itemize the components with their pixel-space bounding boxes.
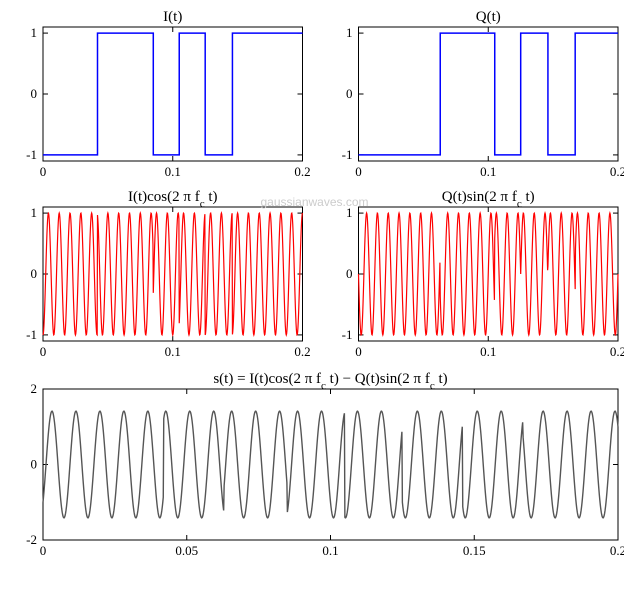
- xtick-label: 0.1: [165, 344, 181, 359]
- xtick-label: 0: [40, 164, 47, 179]
- ytick-label: -1: [26, 147, 37, 162]
- axes-box: [43, 27, 303, 161]
- xtick-label: 0.2: [610, 543, 624, 558]
- ytick-label: 0: [31, 86, 38, 101]
- ytick-label: 1: [31, 205, 38, 220]
- ytick-label: 0: [346, 86, 353, 101]
- ytick-label: 1: [346, 25, 353, 40]
- xtick-label: 0: [355, 164, 362, 179]
- xtick-label: 0.1: [480, 344, 496, 359]
- ytick-label: -1: [26, 327, 37, 342]
- ytick-label: 1: [31, 25, 38, 40]
- data-line: [43, 213, 303, 335]
- xtick-label: 0.2: [294, 344, 310, 359]
- xtick-label: 0.2: [610, 344, 624, 359]
- data-line: [43, 411, 618, 518]
- xtick-label: 0.1: [165, 164, 181, 179]
- xtick-label: 0.2: [294, 164, 310, 179]
- chart-title: Q(t): [476, 9, 501, 25]
- xtick-label: 0: [40, 543, 47, 558]
- ytick-label: -1: [342, 327, 353, 342]
- ytick-label: 1: [346, 205, 353, 220]
- data-line: [43, 33, 303, 155]
- ytick-label: 0: [31, 457, 38, 472]
- xtick-label: 0: [355, 344, 362, 359]
- data-line: [359, 33, 619, 155]
- ytick-label: 0: [346, 266, 353, 281]
- axes-box: [359, 27, 619, 161]
- xtick-label: 0.1: [322, 543, 338, 558]
- ytick-label: -2: [26, 532, 37, 547]
- ytick-label: 0: [31, 266, 38, 281]
- data-line: [359, 213, 619, 335]
- ytick-label: 2: [31, 381, 38, 396]
- chart-Qsin: 00.10.2-101Q(t)sin(2 π fc t): [342, 189, 624, 359]
- xtick-label: 0: [40, 344, 47, 359]
- xtick-label: 0.05: [175, 543, 198, 558]
- xtick-label: 0.2: [610, 164, 624, 179]
- xtick-label: 0.1: [480, 164, 496, 179]
- chart-s: 00.050.10.150.2-202s(t) = I(t)cos(2 π fc…: [26, 371, 624, 558]
- chart-Icos: 00.10.2-101I(t)cos(2 π fc t): [26, 189, 310, 359]
- chart-Q: 00.10.2-101Q(t): [342, 9, 624, 179]
- chart-I: 00.10.2-101I(t): [26, 9, 310, 179]
- ytick-label: -1: [342, 147, 353, 162]
- xtick-label: 0.15: [463, 543, 486, 558]
- chart-title: I(t): [163, 9, 182, 25]
